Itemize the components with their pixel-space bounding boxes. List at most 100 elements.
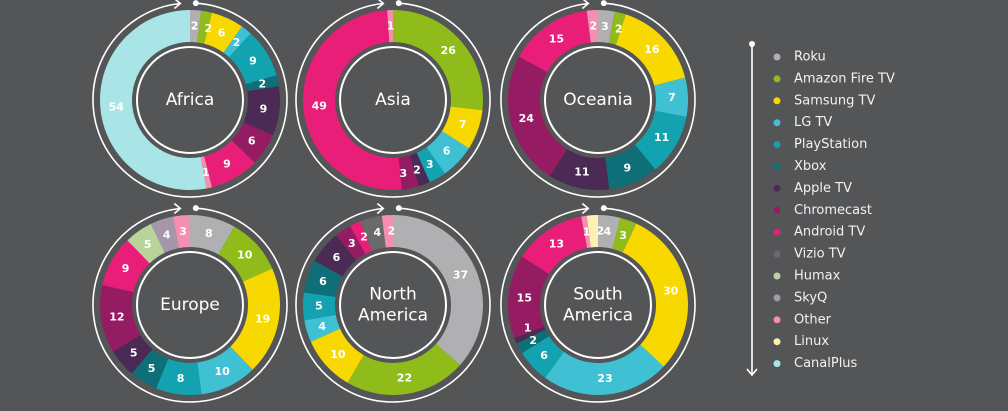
legend-item: CanalPlus [773, 356, 858, 371]
legend-label: Roku [794, 50, 826, 65]
slice-skyq [150, 216, 179, 253]
legend-item: PlayStation [773, 137, 867, 152]
data-label: 22 [397, 372, 412, 385]
data-label: 9 [624, 161, 632, 174]
slice-playstation [634, 110, 687, 170]
legend-swatch [773, 250, 781, 258]
slice-chromecast [99, 284, 141, 352]
legend-swatch [773, 53, 781, 61]
chart-title: South [573, 285, 622, 305]
arc-start-dot [192, 205, 199, 212]
data-label: 6 [218, 27, 226, 40]
legend-label: Chromecast [794, 203, 872, 218]
slice-other [172, 215, 190, 249]
slice-roku [598, 10, 615, 44]
data-label: 9 [249, 55, 257, 68]
slice-other [586, 10, 598, 43]
data-label: 16 [644, 43, 660, 56]
slice-humax [127, 223, 165, 264]
data-label: 30 [663, 285, 679, 298]
data-label: 9 [223, 158, 231, 171]
legend-item: Amazon Fire TV [773, 71, 895, 86]
data-label: 6 [248, 134, 256, 147]
slice-lg-tv [197, 346, 253, 395]
direction-arc [295, 2, 491, 198]
data-label: 1 [202, 166, 210, 179]
slice-android-tv [204, 140, 255, 188]
legend-swatch [773, 141, 781, 149]
data-label: 11 [574, 166, 589, 179]
legend-swatch [773, 294, 781, 302]
data-label: 3 [601, 20, 609, 33]
slice-playstation [522, 336, 564, 378]
data-label: 2 [597, 225, 605, 238]
slice-chromecast [508, 56, 567, 176]
slice-xbox [516, 329, 550, 354]
slice-samsung-tv [204, 12, 242, 53]
slice-canalplus [100, 10, 207, 190]
legend-swatch [773, 272, 781, 280]
chart-title: North [369, 285, 417, 305]
data-label: 2 [590, 20, 598, 33]
slice-chromecast [398, 155, 419, 190]
legend-label: Samsung TV [794, 93, 875, 108]
slice-apple-tv [514, 326, 546, 344]
data-label: 6 [540, 349, 548, 362]
slice-samsung-tv [615, 14, 686, 86]
slice-other [581, 215, 591, 249]
data-label: 4 [374, 226, 382, 239]
arc-start-dot [395, 0, 402, 7]
legend-item: Humax [773, 269, 841, 284]
legend-item: Xbox [773, 159, 827, 174]
legend-label: Apple TV [794, 181, 852, 196]
direction-arc [92, 2, 288, 198]
slice-chromecast [508, 256, 550, 339]
data-label: 8 [205, 227, 213, 240]
slice-android-tv [519, 10, 591, 73]
data-label: 2 [615, 22, 623, 35]
data-label: 4 [318, 320, 326, 333]
slice-xbox [131, 349, 169, 389]
slice-android-tv [350, 221, 372, 255]
arc-start-dot [192, 0, 199, 7]
slice-samsung-tv [230, 268, 281, 370]
data-label: 3 [179, 225, 187, 238]
data-label: 3 [399, 167, 407, 180]
slice-other [381, 215, 393, 248]
data-label: 10 [330, 348, 346, 361]
inner-ring [544, 251, 652, 359]
legend-swatch [773, 163, 781, 170]
data-label: 10 [214, 365, 230, 378]
legend-item: Apple TV [773, 181, 852, 196]
slice-android-tv [303, 10, 402, 190]
inner-ring [136, 251, 244, 359]
chart-title: Asia [375, 90, 411, 110]
legend-swatch [773, 206, 781, 214]
data-label: 2 [529, 334, 537, 347]
data-label: 3 [348, 237, 356, 250]
data-label: 37 [453, 268, 468, 281]
data-label: 2 [191, 20, 199, 33]
slice-samsung-tv [310, 328, 364, 383]
data-label: 2 [205, 22, 213, 35]
legend-start-dot [749, 41, 755, 47]
slice-playstation [303, 292, 336, 321]
legend-swatch [773, 360, 781, 368]
arrowhead-icon [173, 202, 182, 215]
data-label: 1 [524, 321, 532, 334]
legend-item: Samsung TV [773, 93, 875, 108]
data-label: 2 [360, 230, 368, 243]
data-label: 6 [333, 251, 341, 264]
legend-swatch [773, 75, 781, 83]
inner-ring [136, 46, 244, 154]
arc-start-dot [600, 0, 607, 7]
legend-item: Roku [773, 50, 826, 65]
chart-title: Africa [166, 90, 215, 110]
data-label: 24 [519, 112, 535, 125]
data-label: 11 [654, 131, 669, 144]
slice-chromecast [231, 122, 273, 163]
chart-title: Oceania [563, 90, 633, 110]
direction-arc [500, 207, 696, 403]
